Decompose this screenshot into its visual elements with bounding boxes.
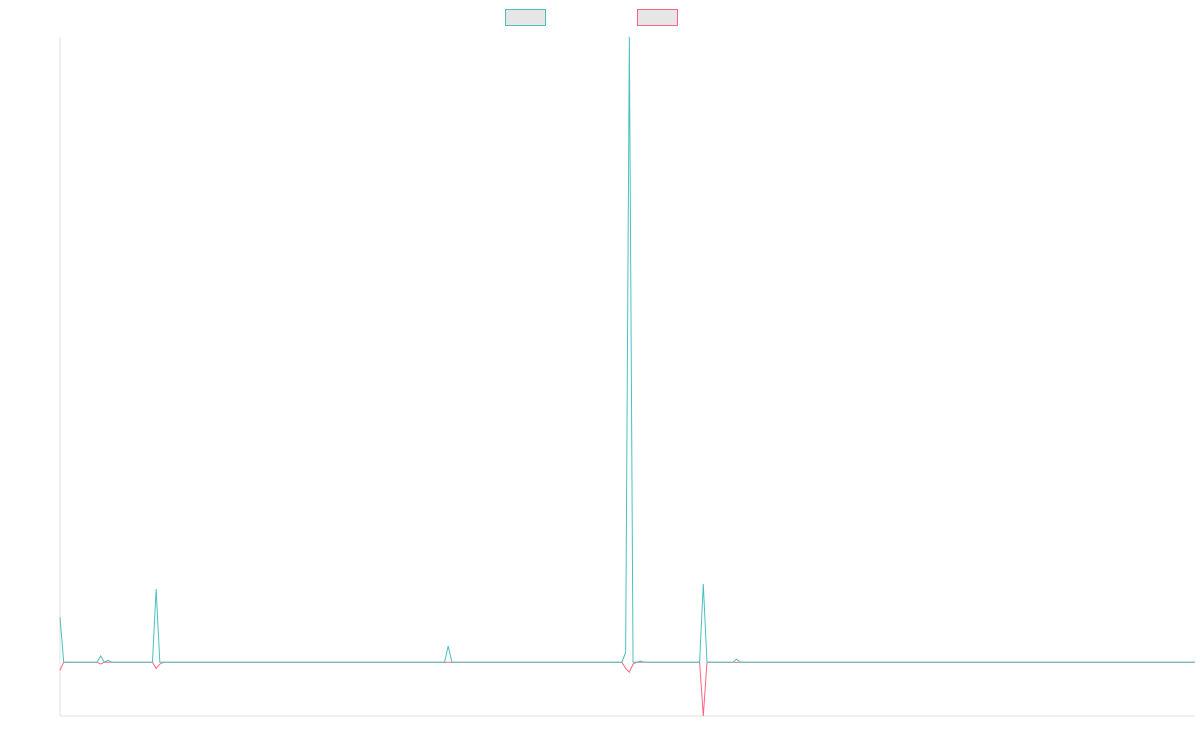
legend-swatch[interactable] — [505, 9, 546, 26]
data-line — [59, 661, 1195, 717]
data-line — [59, 36, 1195, 663]
legend-swatch[interactable] — [637, 9, 678, 26]
